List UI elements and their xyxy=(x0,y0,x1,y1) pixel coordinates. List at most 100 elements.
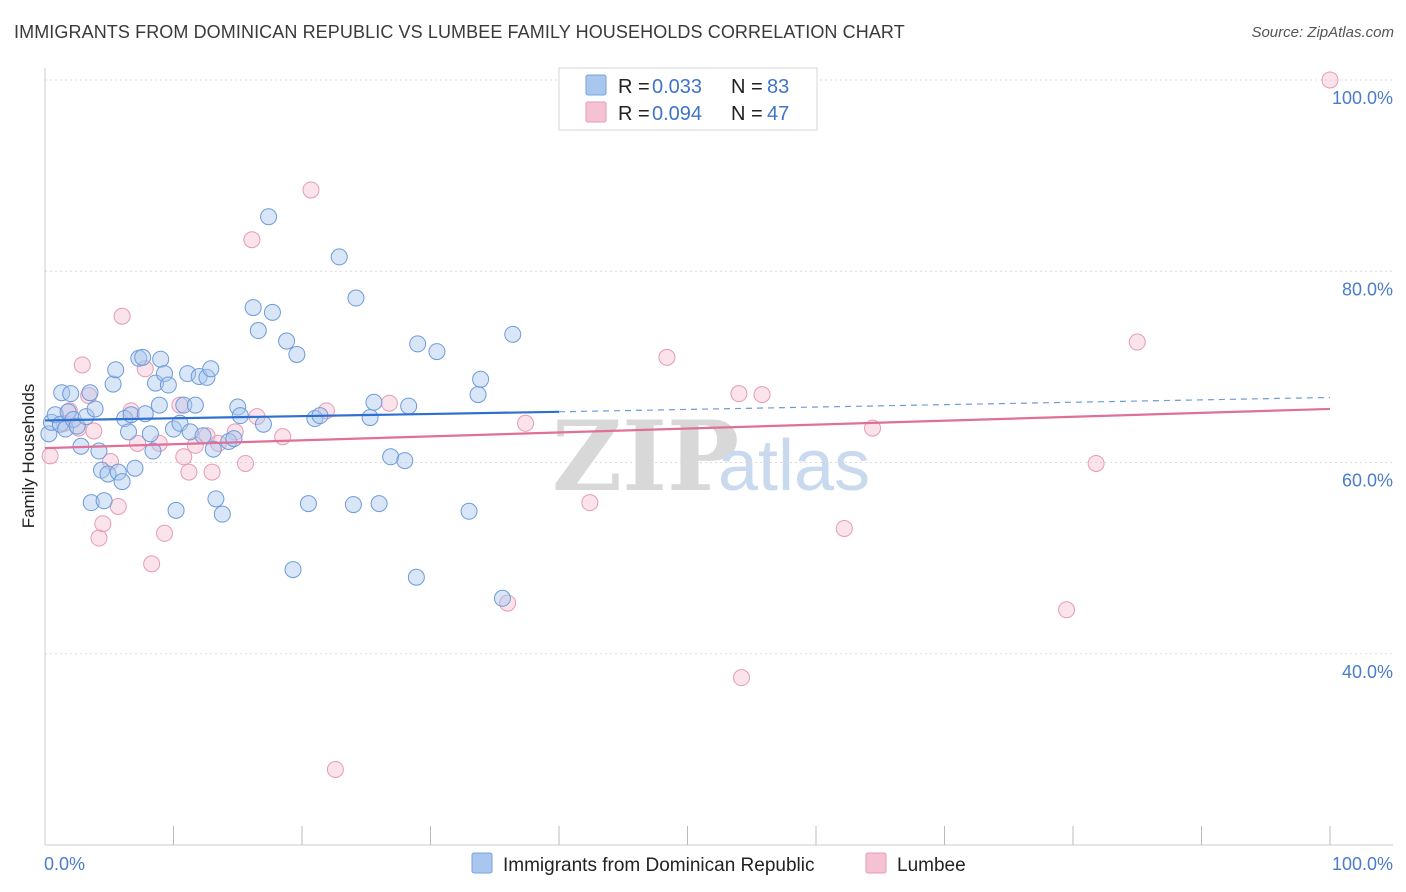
dominican-point xyxy=(194,427,212,445)
lumbee-point xyxy=(1087,454,1105,472)
dominican-point xyxy=(207,490,225,508)
lumbee-point xyxy=(113,307,131,325)
dominican-point xyxy=(400,397,418,415)
dominican-point xyxy=(167,501,185,519)
lumbee-point xyxy=(380,394,398,412)
y-tick-label: 60.0% xyxy=(1342,471,1393,491)
lumbee-point xyxy=(243,231,261,249)
dominican-point xyxy=(53,384,71,402)
lumbee-point xyxy=(236,454,254,472)
series-dominican-points xyxy=(40,208,522,607)
dominican-point xyxy=(365,393,383,411)
series-legend: Immigrants from Dominican Republic Lumbe… xyxy=(471,852,966,876)
lumbee-point xyxy=(753,386,771,404)
dominican-point xyxy=(472,370,490,388)
dominican-point xyxy=(62,385,80,403)
dominican-point xyxy=(428,343,446,361)
dominican-point xyxy=(120,423,138,441)
x-tick-label-min: 0.0% xyxy=(44,854,85,874)
watermark-zip: ZIP xyxy=(552,400,739,513)
dominican-point xyxy=(152,350,170,368)
dominican-point xyxy=(186,396,204,414)
dominican-point xyxy=(249,322,267,340)
dominican-point xyxy=(347,289,365,307)
bottom-legend-swatch-pink xyxy=(865,852,887,874)
dominican-point xyxy=(156,365,174,383)
x-tick-label-max: 100.0% xyxy=(1332,854,1393,874)
bottom-legend-label-lumbee: Lumbee xyxy=(897,855,966,876)
dominican-point xyxy=(225,430,243,448)
legend-n-value-1: 83 xyxy=(767,76,789,98)
chart-source: Source: ZipAtlas.com xyxy=(1251,24,1394,41)
lumbee-point xyxy=(73,356,91,374)
dominican-point xyxy=(213,505,231,523)
lumbee-point xyxy=(94,515,112,533)
dominican-point xyxy=(147,374,165,392)
lumbee-point xyxy=(499,594,517,612)
y-axis-label: Family Households xyxy=(19,384,38,529)
lumbee-point xyxy=(109,497,127,515)
lumbee-point xyxy=(143,555,161,573)
lumbee-point xyxy=(90,529,108,547)
lumbee-point xyxy=(1321,71,1339,89)
x-tick-labels: 0.0% 100.0% xyxy=(44,854,1393,874)
dominican-point xyxy=(144,442,162,460)
lumbee-point xyxy=(129,434,147,452)
dominican-point xyxy=(382,448,400,466)
lumbee-point xyxy=(60,402,78,420)
lumbee-point xyxy=(175,448,193,466)
lumbee-point xyxy=(835,519,853,537)
dominican-point xyxy=(165,420,182,438)
dominican-point xyxy=(198,368,216,386)
dominican-point xyxy=(134,348,152,366)
lumbee-point xyxy=(581,494,599,512)
dominican-point xyxy=(460,502,478,520)
trend-line-dominican-extension xyxy=(558,396,1331,413)
lumbee-point xyxy=(41,447,59,465)
legend-r-label-2: R = xyxy=(618,103,650,125)
lumbee-point xyxy=(517,414,535,432)
dominican-point xyxy=(278,332,296,350)
dominican-point xyxy=(370,495,388,513)
dominican-point xyxy=(288,345,306,363)
lumbee-point xyxy=(732,669,750,687)
dominican-point xyxy=(244,299,262,317)
lumbee-point xyxy=(156,524,174,542)
dominican-point xyxy=(493,589,511,607)
lumbee-point xyxy=(326,760,344,778)
y-tick-labels: 40.0% 60.0% 80.0% 100.0% xyxy=(1332,88,1393,682)
lumbee-point xyxy=(85,422,103,440)
dominican-point xyxy=(344,496,362,514)
legend-r-value-1: 0.033 xyxy=(652,76,702,98)
dominican-point xyxy=(254,415,272,433)
bottom-legend-swatch-blue xyxy=(471,852,493,874)
chart-title: IMMIGRANTS FROM DOMINICAN REPUBLIC VS LU… xyxy=(14,22,905,42)
dominican-point xyxy=(68,417,86,435)
series-lumbee-points xyxy=(41,71,1339,778)
trend-line-lumbee xyxy=(44,407,1331,450)
bottom-legend-label-dominican: Immigrants from Dominican Republic xyxy=(503,855,815,876)
lumbee-point xyxy=(274,428,292,446)
legend-r-value-2: 0.094 xyxy=(652,103,702,125)
dominican-point xyxy=(204,440,222,458)
dominican-point xyxy=(396,452,414,470)
y-tick-label: 40.0% xyxy=(1342,662,1393,682)
legend-swatch-pink xyxy=(585,101,607,123)
dominican-point xyxy=(263,303,281,321)
dominican-point xyxy=(122,406,140,424)
dominican-point xyxy=(99,465,117,483)
dominican-point xyxy=(260,208,278,226)
grid-lines xyxy=(45,79,1393,655)
dominican-point xyxy=(109,463,127,481)
dominican-point xyxy=(284,561,302,579)
lumbee-point xyxy=(171,396,189,414)
dominican-point xyxy=(202,360,220,378)
dominican-point xyxy=(82,494,100,512)
dominican-point xyxy=(469,386,487,404)
y-tick-label: 80.0% xyxy=(1342,279,1393,299)
dominican-point xyxy=(113,473,131,491)
lumbee-point xyxy=(302,181,320,199)
legend-swatch-blue xyxy=(585,74,607,96)
lumbee-point xyxy=(658,348,676,366)
